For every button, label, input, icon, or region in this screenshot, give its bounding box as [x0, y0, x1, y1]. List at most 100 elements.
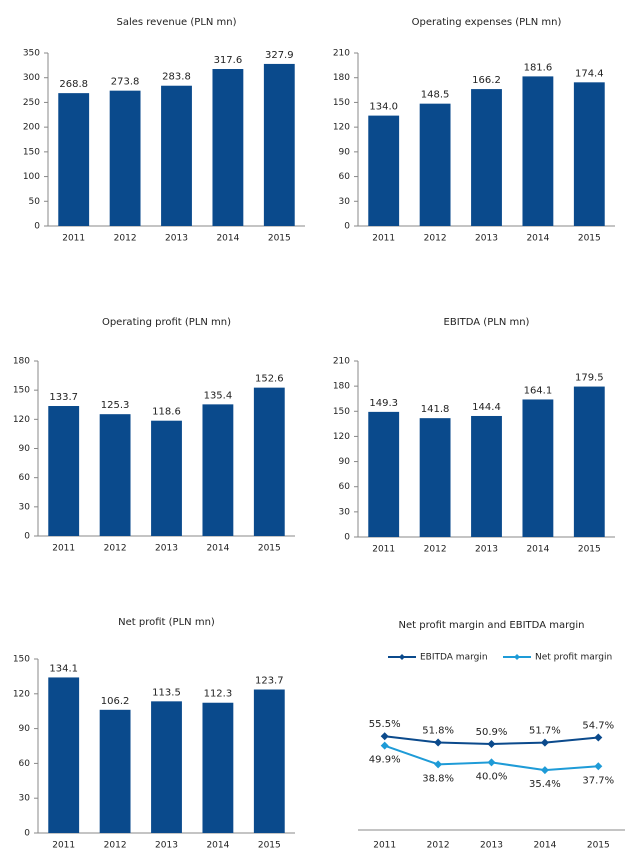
value-label: 50.9% [476, 727, 508, 738]
y-tick-label: 90 [19, 444, 31, 454]
value-label: 51.8% [422, 725, 454, 736]
bar [522, 399, 554, 537]
bar [109, 90, 141, 226]
bar [151, 701, 182, 833]
legend-marker [399, 654, 405, 660]
y-tick-label: 60 [19, 759, 31, 769]
point [540, 738, 549, 747]
value-label: 113.5 [152, 687, 181, 698]
value-label: 268.8 [59, 79, 88, 90]
y-tick-label: 60 [19, 473, 31, 483]
y-tick-label: 350 [23, 49, 40, 59]
value-label: 179.5 [575, 373, 604, 384]
line [384, 744, 599, 772]
x-tick-label: 2013 [480, 841, 503, 851]
value-label: 141.8 [421, 404, 450, 415]
value-label: 148.5 [421, 90, 450, 101]
y-tick-label: 0 [344, 533, 350, 543]
y-tick-label: 180 [333, 73, 350, 83]
bar [212, 69, 244, 226]
value-label: 38.8% [422, 773, 454, 784]
x-tick-label: 2013 [165, 234, 188, 244]
bar [573, 386, 605, 537]
value-label: 35.4% [529, 779, 561, 790]
x-tick-label: 2011 [373, 841, 396, 851]
bar [99, 709, 131, 833]
y-tick-label: 200 [23, 123, 40, 133]
y-tick-label: 120 [13, 415, 30, 425]
value-label: 166.2 [472, 75, 501, 86]
value-label: 106.2 [101, 696, 130, 707]
bar [419, 418, 451, 537]
y-tick-label: 0 [34, 222, 40, 232]
x-tick-label: 2015 [578, 234, 601, 244]
value-label: 133.7 [49, 392, 78, 403]
y-tick-label: 60 [339, 172, 351, 182]
value-label: 283.8 [162, 72, 191, 83]
point [487, 758, 496, 767]
value-label: 125.3 [101, 400, 130, 411]
bar [419, 103, 451, 226]
y-tick-label: 50 [29, 197, 41, 207]
x-tick-label: 2012 [114, 234, 137, 244]
x-tick-label: 2014 [526, 234, 549, 244]
x-tick-label: 2011 [52, 841, 75, 851]
value-label: 55.5% [369, 719, 401, 730]
legend-label: EBITDA margin [420, 653, 488, 663]
x-tick-label: 2014 [206, 544, 229, 554]
chart-title: Operating expenses (PLN mn) [412, 17, 562, 28]
y-tick-label: 100 [23, 172, 40, 182]
value-label: 37.7% [582, 775, 614, 786]
chart-title: Sales revenue (PLN mn) [116, 17, 236, 28]
y-tick-label: 150 [23, 147, 40, 157]
x-tick-label: 2015 [258, 544, 281, 554]
legend-marker [514, 654, 520, 660]
x-tick-label: 2014 [526, 545, 549, 555]
y-tick-label: 0 [24, 532, 30, 542]
chart-title: Net profit (PLN mn) [118, 617, 215, 628]
value-label: 51.7% [529, 726, 561, 737]
y-tick-label: 30 [19, 502, 31, 512]
bar [263, 63, 295, 227]
value-label: 40.0% [476, 771, 508, 782]
value-label: 149.3 [369, 398, 398, 409]
bar [253, 387, 285, 536]
y-tick-label: 30 [19, 794, 31, 804]
x-tick-label: 2012 [424, 234, 447, 244]
point [594, 762, 603, 771]
y-tick-label: 150 [333, 407, 350, 417]
chart-title: Net profit margin and EBITDA margin [399, 620, 585, 631]
value-label: 273.8 [111, 77, 140, 88]
y-tick-label: 120 [333, 123, 350, 133]
value-label: 164.1 [524, 385, 553, 396]
y-tick-label: 90 [19, 724, 31, 734]
x-tick-label: 2013 [475, 545, 498, 555]
bar [151, 420, 182, 536]
value-label: 123.7 [255, 676, 284, 687]
point [434, 760, 443, 769]
x-tick-label: 2012 [427, 841, 450, 851]
x-tick-label: 2011 [372, 234, 395, 244]
chart-title: Operating profit (PLN mn) [102, 317, 231, 328]
x-tick-label: 2011 [62, 234, 85, 244]
x-tick-label: 2015 [258, 841, 281, 851]
bar [48, 406, 80, 536]
y-tick-label: 180 [333, 382, 350, 392]
bar [368, 115, 400, 226]
y-tick-label: 210 [333, 357, 350, 367]
bar [253, 689, 285, 833]
bar [471, 89, 502, 226]
value-label: 112.3 [204, 689, 233, 700]
value-label: 144.4 [472, 402, 501, 413]
point [380, 732, 389, 741]
point [380, 741, 389, 750]
bar [202, 702, 234, 833]
x-tick-label: 2012 [104, 841, 127, 851]
legend-label: Net profit margin [535, 653, 612, 663]
y-tick-label: 300 [23, 73, 40, 83]
bar [368, 411, 400, 537]
point [594, 733, 603, 742]
y-tick-label: 180 [13, 357, 30, 367]
